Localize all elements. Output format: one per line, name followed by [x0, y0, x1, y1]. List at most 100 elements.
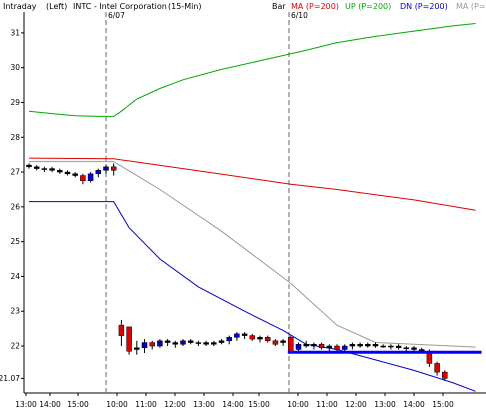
candle [149, 340, 155, 350]
legend-bar: Bar [272, 2, 286, 11]
candle [218, 339, 225, 345]
candle-body [257, 337, 263, 340]
y-tick-label: 25 [10, 237, 20, 246]
x-tick-label: 15:00 [432, 400, 454, 409]
candle [234, 332, 240, 341]
candle-body [126, 326, 132, 352]
candle [403, 346, 410, 352]
candle-body [357, 344, 363, 347]
candle-body [295, 344, 302, 350]
legend-dn: DN (P=200) [400, 2, 448, 11]
x-tick-label: 12:00 [164, 400, 186, 409]
candle-body [272, 340, 279, 345]
candle [357, 342, 363, 348]
candle-body [388, 345, 394, 348]
x-tick-label: 11:00 [316, 400, 338, 409]
candle-body [303, 344, 309, 347]
chart-header: Intraday (Left) INTC - Intel Corporation… [3, 2, 486, 11]
candle [57, 168, 63, 174]
y-tick-label: 28 [10, 133, 20, 142]
candle-body [234, 333, 240, 338]
candle-body [172, 342, 179, 345]
candle [157, 339, 163, 348]
candle-body [372, 344, 379, 347]
candle-body [334, 345, 340, 350]
candle [257, 335, 263, 343]
candle [442, 370, 448, 381]
candle [64, 170, 71, 176]
candle-body [41, 168, 48, 170]
candle [249, 333, 256, 341]
candle-body [326, 345, 333, 349]
candle [49, 166, 55, 173]
candle-body [349, 344, 356, 347]
x-tick-label: 13:00 [15, 400, 37, 409]
candle-body [365, 344, 371, 347]
x-axis-ticks: 13:00 14:00 15:00 10:00 11:00 12:00 13:00 14:00… [15, 393, 454, 409]
header-symbol: INTC - Intel Corporation [73, 2, 167, 11]
candle [388, 344, 394, 350]
candle-body [203, 342, 209, 345]
candle [187, 339, 194, 345]
x-tick-label: 14:00 [403, 400, 425, 409]
indicator-line [29, 161, 476, 348]
legend-up: UP (P=200) [345, 2, 391, 11]
y-axis-ticks: 31 30 29 28 27 26 25 24 23 22 21.07 [0, 28, 24, 383]
candle-body [318, 344, 325, 349]
candle [280, 339, 286, 347]
candle [118, 319, 125, 347]
indicator-line [28, 157, 476, 211]
x-tick-label: 14:00 [39, 400, 61, 409]
x-tick-label: 12:00 [345, 400, 367, 409]
x-tick-label: 13:00 [374, 400, 396, 409]
candle-body [395, 345, 402, 349]
candle [26, 163, 32, 169]
x-tick-label: 14:00 [222, 400, 244, 409]
candle [241, 332, 248, 340]
candle-body [311, 344, 317, 347]
candle-body [280, 340, 286, 343]
candle-body [33, 166, 40, 169]
candle [365, 342, 371, 348]
candle [303, 340, 309, 348]
candle [134, 340, 140, 355]
candle-body [157, 340, 163, 347]
candle-body [180, 340, 186, 345]
candle-body [134, 347, 140, 350]
day-separator-label: 6/07 [108, 11, 125, 20]
candle-body [434, 363, 440, 373]
candle-body [49, 168, 55, 171]
candle-body [187, 340, 194, 343]
header-interval: (15-Min) [168, 2, 202, 11]
candle [180, 339, 186, 347]
candle [72, 172, 78, 178]
candle [341, 344, 348, 352]
y-tick-label: 22 [10, 342, 20, 351]
candle [80, 173, 86, 185]
candle [272, 339, 279, 347]
candle-body [141, 342, 148, 349]
candle-body [118, 324, 125, 336]
candle-body [218, 340, 225, 343]
header-axis-side: (Left) [46, 2, 67, 11]
x-tick-label: 11:00 [135, 400, 157, 409]
candle-body [288, 337, 294, 352]
candle-body [264, 337, 271, 342]
indicator-lines [28, 23, 476, 392]
candle [380, 344, 386, 348]
candle-body [341, 345, 348, 350]
candle [349, 342, 356, 350]
candle [141, 339, 148, 353]
y-tick-label: 31 [10, 28, 20, 37]
candle-body [64, 171, 71, 175]
candle-body [380, 345, 386, 348]
candle-body [80, 175, 86, 182]
header-intraday: Intraday [3, 2, 37, 11]
candle-body [95, 170, 102, 175]
candle [126, 326, 132, 355]
candle-body [442, 371, 448, 379]
y-tick-label: 29 [10, 98, 20, 107]
candle [318, 342, 325, 350]
candle-body [249, 335, 256, 340]
